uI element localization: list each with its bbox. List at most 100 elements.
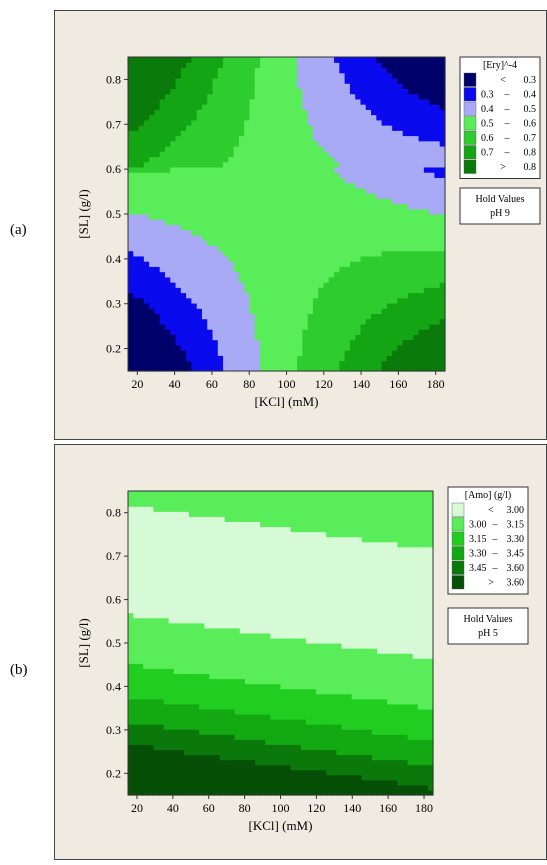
contour-cell	[328, 88, 335, 95]
contour-cell	[159, 234, 166, 241]
contour-cell	[397, 302, 404, 309]
contour-cell	[244, 125, 251, 131]
contour-cell	[224, 643, 231, 649]
contour-cell	[148, 561, 155, 568]
contour-cell	[249, 182, 256, 189]
contour-cell	[376, 109, 383, 116]
contour-cell	[371, 62, 377, 69]
contour-cell	[355, 119, 362, 126]
contour-cell	[158, 572, 165, 578]
contour-cell	[386, 308, 393, 315]
contour-cell	[138, 587, 144, 593]
contour-cell	[234, 643, 241, 649]
contour-cell	[355, 57, 362, 63]
contour-cell	[365, 266, 372, 273]
contour-cell	[344, 67, 351, 74]
contour-cell	[386, 271, 393, 278]
contour-cell	[148, 678, 155, 685]
contour-cell	[291, 302, 298, 309]
contour-cell	[234, 582, 241, 588]
contour-cell	[149, 104, 156, 110]
contour-cell	[439, 203, 446, 210]
contour-cell	[328, 130, 335, 137]
contour-cell	[189, 693, 195, 700]
contour-cell	[133, 365, 140, 372]
contour-cell	[175, 177, 182, 184]
contour-cell	[158, 506, 165, 512]
contour-cell	[413, 240, 420, 246]
contour-cell	[143, 151, 150, 158]
contour-cell	[224, 506, 231, 512]
contour-cell	[281, 177, 288, 184]
x-tick-label: 180	[427, 377, 445, 391]
contour-cell	[238, 229, 245, 236]
contour-cell	[219, 511, 226, 517]
contour-cell	[228, 245, 235, 252]
contour-cell	[334, 67, 340, 74]
contour-cell	[201, 297, 208, 304]
contour-cell	[365, 276, 372, 283]
contour-cell	[233, 344, 240, 351]
contour-cell	[344, 318, 351, 325]
contour-cell	[260, 125, 266, 131]
contour-cell	[164, 77, 171, 84]
contour-cell	[148, 617, 155, 624]
contour-cell	[158, 541, 165, 548]
contour-cell	[318, 198, 325, 205]
contour-cell	[163, 577, 170, 583]
contour-cell	[138, 72, 145, 79]
contour-cell	[254, 287, 261, 294]
contour-cell	[328, 62, 335, 69]
contour-cell	[168, 724, 175, 730]
contour-cell	[154, 365, 161, 372]
contour-cell	[153, 627, 160, 634]
contour-cell	[423, 297, 430, 304]
contour-cell	[392, 114, 399, 121]
contour-cell	[318, 240, 325, 246]
contour-cell	[178, 688, 185, 695]
contour-cell	[281, 355, 288, 362]
contour-cell	[233, 334, 240, 341]
contour-cell	[175, 297, 182, 304]
contour-cell	[260, 57, 266, 63]
contour-cell	[128, 521, 134, 528]
contour-cell	[365, 145, 372, 152]
contour-cell	[212, 125, 219, 131]
contour-cell	[189, 526, 195, 533]
contour-cell	[217, 302, 224, 309]
contour-cell	[249, 208, 256, 215]
contour-cell	[149, 177, 156, 184]
contour-cell	[334, 234, 340, 241]
contour-cell	[173, 688, 180, 695]
contour-cell	[133, 271, 140, 278]
contour-cell	[323, 182, 330, 189]
contour-cell	[281, 313, 288, 320]
contour-cell	[328, 323, 335, 330]
contour-cell	[224, 612, 231, 619]
contour-cell	[397, 119, 404, 126]
contour-cell	[334, 125, 340, 131]
contour-cell	[217, 308, 224, 315]
contour-cell	[413, 125, 420, 131]
contour-cell	[217, 318, 224, 325]
contour-cell	[238, 271, 245, 278]
contour-cell	[191, 203, 198, 210]
contour-cell	[183, 683, 190, 690]
contour-cell	[154, 151, 161, 158]
contour-cell	[429, 77, 436, 84]
contour-cell	[323, 302, 330, 309]
contour-cell	[234, 708, 241, 715]
contour-cell	[207, 245, 214, 252]
contour-cell	[149, 135, 156, 142]
contour-cell	[323, 329, 330, 335]
contour-cell	[207, 187, 214, 194]
contour-cell	[163, 698, 170, 705]
contour-cell	[423, 130, 430, 137]
contour-cell	[128, 607, 134, 614]
contour-cell	[418, 177, 425, 184]
contour-cell	[334, 334, 340, 341]
contour-cell	[217, 292, 224, 299]
contour-cell	[133, 703, 139, 710]
contour-cell	[307, 365, 314, 372]
contour-cell	[307, 355, 314, 362]
